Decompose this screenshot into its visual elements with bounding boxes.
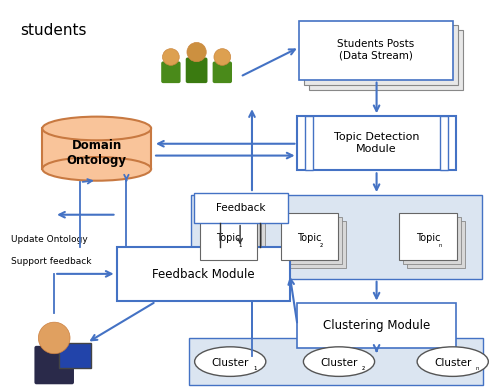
Text: Domain
Ontology: Domain Ontology — [66, 139, 126, 167]
Circle shape — [187, 43, 206, 62]
Ellipse shape — [304, 347, 374, 377]
FancyBboxPatch shape — [190, 195, 482, 279]
FancyBboxPatch shape — [186, 57, 208, 83]
FancyBboxPatch shape — [200, 213, 257, 260]
FancyBboxPatch shape — [306, 116, 314, 170]
FancyBboxPatch shape — [304, 25, 458, 84]
Text: ₂: ₂ — [362, 363, 366, 372]
FancyBboxPatch shape — [42, 129, 151, 169]
Ellipse shape — [42, 117, 151, 140]
Text: Topic: Topic — [297, 233, 322, 243]
FancyBboxPatch shape — [212, 61, 232, 83]
Text: Topic Detection
Module: Topic Detection Module — [334, 133, 420, 154]
FancyBboxPatch shape — [310, 30, 462, 90]
Text: Clustering Module: Clustering Module — [323, 319, 430, 332]
Text: Cluster: Cluster — [212, 358, 249, 368]
FancyBboxPatch shape — [440, 116, 448, 170]
Ellipse shape — [194, 347, 266, 377]
Text: Update Ontology: Update Ontology — [10, 235, 88, 244]
FancyBboxPatch shape — [298, 116, 456, 170]
Text: Support feedback: Support feedback — [10, 256, 91, 265]
Text: ₙ: ₙ — [438, 240, 442, 249]
FancyBboxPatch shape — [116, 247, 290, 301]
FancyBboxPatch shape — [300, 20, 452, 80]
Text: Cluster: Cluster — [320, 358, 358, 368]
Text: Feedback: Feedback — [216, 203, 266, 213]
FancyBboxPatch shape — [208, 221, 265, 268]
FancyBboxPatch shape — [59, 343, 91, 368]
Text: Feedback Module: Feedback Module — [152, 268, 254, 281]
FancyBboxPatch shape — [34, 346, 74, 384]
Ellipse shape — [42, 157, 151, 181]
FancyBboxPatch shape — [298, 303, 456, 348]
FancyBboxPatch shape — [194, 193, 288, 222]
Ellipse shape — [417, 347, 488, 377]
FancyBboxPatch shape — [188, 338, 484, 385]
Text: Students Posts
(Data Stream): Students Posts (Data Stream) — [338, 39, 414, 61]
Text: ₁: ₁ — [238, 240, 242, 249]
Text: ₂: ₂ — [320, 240, 323, 249]
Circle shape — [214, 48, 230, 65]
FancyBboxPatch shape — [161, 61, 180, 83]
Text: Topic: Topic — [416, 233, 440, 243]
Circle shape — [162, 48, 179, 65]
Text: ₙ: ₙ — [476, 363, 479, 372]
Text: students: students — [20, 23, 87, 38]
FancyBboxPatch shape — [400, 213, 456, 260]
Text: ₁: ₁ — [254, 363, 256, 372]
FancyBboxPatch shape — [204, 217, 261, 264]
FancyBboxPatch shape — [280, 213, 338, 260]
Text: Topic: Topic — [216, 233, 240, 243]
Circle shape — [38, 322, 70, 354]
FancyBboxPatch shape — [407, 221, 465, 268]
Text: Cluster: Cluster — [434, 358, 472, 368]
FancyBboxPatch shape — [284, 217, 342, 264]
FancyBboxPatch shape — [288, 221, 346, 268]
FancyBboxPatch shape — [404, 217, 460, 264]
